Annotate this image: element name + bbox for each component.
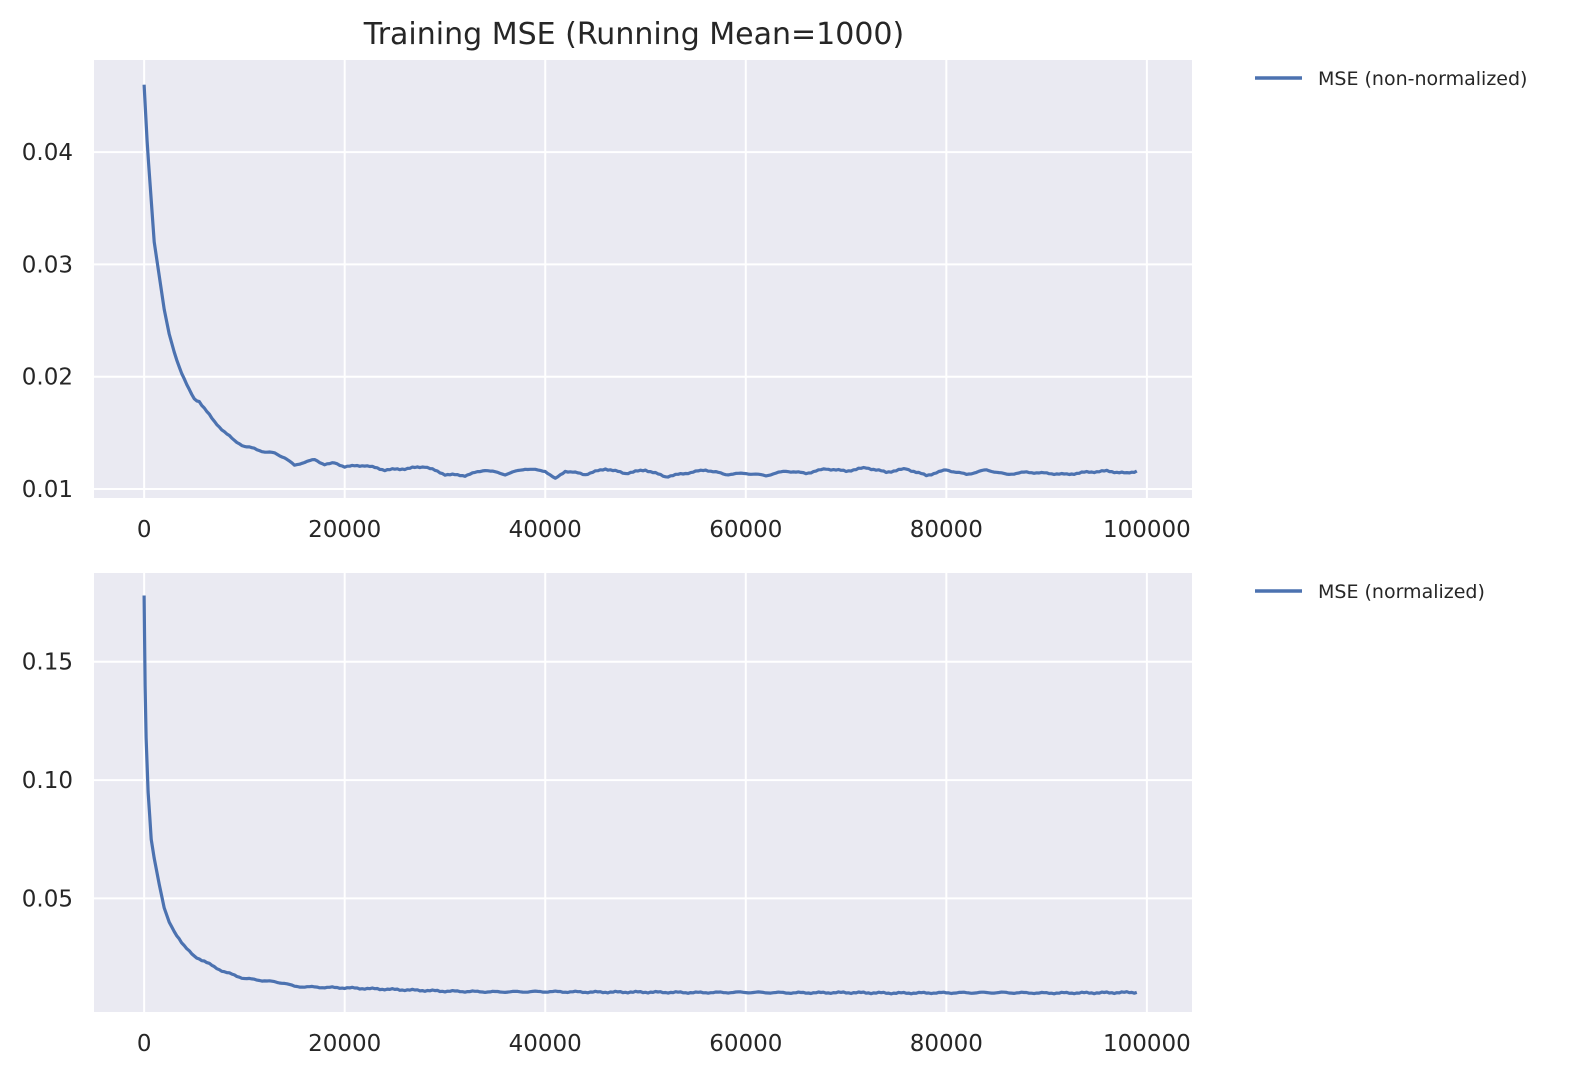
x-tick-label: 80000 [910,1031,983,1057]
plot-area [94,573,1192,1012]
legend-label: MSE (normalized) [1318,581,1485,603]
series-line-mse-non-normalized [142,84,1138,480]
x-tick-label: 80000 [910,517,983,543]
series-line-mse-normalized [142,595,1138,996]
y-tick-label: 0.05 [22,886,73,912]
x-tick-label: 60000 [709,517,782,543]
x-tick-label: 0 [137,1031,152,1057]
x-tick-label: 40000 [509,1031,582,1057]
x-tick-label: 60000 [709,1031,782,1057]
bottom-panel-mse-normalized: 0 20000 40000 60000 80000 100000 0.05 0.10 0.15 M… [22,573,1485,1057]
x-tick-label: 40000 [509,517,582,543]
x-tick-label: 0 [137,517,152,543]
grid-lines [94,573,1192,1012]
legend: MSE (normalized) [1255,581,1485,603]
legend: MSE (non-normalized) [1255,68,1527,90]
y-tick-label: 0.04 [22,140,73,166]
top-panel-mse-non-normalized: 0 20000 40000 60000 80000 100000 0.01 0.02 0.03 0… [22,60,1527,543]
x-tick-label: 20000 [308,517,381,543]
chart-title: Training MSE (Running Mean=1000) [363,17,904,52]
y-tick-label: 0.15 [22,650,73,676]
plot-area [94,60,1192,498]
y-tick-label: 0.02 [22,365,73,391]
grid-lines [94,60,1192,498]
legend-label: MSE (non-normalized) [1318,68,1527,90]
y-tick-label: 0.03 [22,252,73,278]
x-tick-label: 100000 [1103,1031,1191,1057]
x-tick-label: 100000 [1103,517,1191,543]
x-tick-label: 20000 [308,1031,381,1057]
y-tick-label: 0.01 [22,477,73,503]
y-tick-label: 0.10 [22,768,73,794]
